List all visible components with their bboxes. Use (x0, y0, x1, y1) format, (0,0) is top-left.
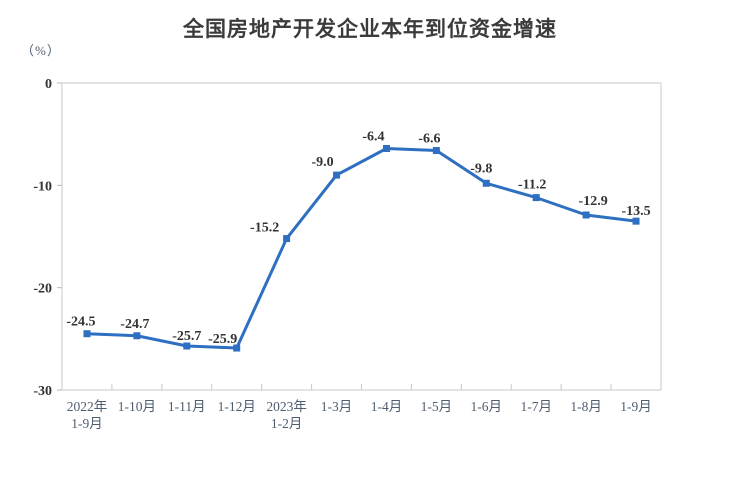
data-point-marker (432, 147, 440, 155)
data-point-label: -25.9 (208, 332, 237, 347)
data-point-marker (83, 330, 91, 338)
data-point-label: -11.2 (518, 178, 546, 193)
data-point-label: -9.8 (470, 161, 492, 176)
data-point-label: -15.2 (250, 221, 279, 236)
y-tick-label: -30 (33, 384, 52, 399)
x-axis-label: 1-2月 (271, 416, 303, 431)
data-point-label: -24.5 (66, 315, 95, 330)
data-point-marker (283, 235, 291, 243)
x-axis-label: 1-5月 (421, 399, 453, 414)
data-point-marker (632, 217, 640, 225)
x-axis-label: 1-8月 (570, 399, 602, 414)
y-tick-label: 0 (45, 77, 52, 92)
x-axis-label: 1-9月 (71, 416, 103, 431)
x-axis-label: 1-10月 (118, 399, 156, 414)
x-axis-label: 1-12月 (218, 399, 256, 414)
data-point-label: -6.6 (418, 132, 440, 147)
x-axis-label: 1-9月 (620, 399, 652, 414)
x-axis-label: 1-6月 (471, 399, 503, 414)
x-axis-label: 1-3月 (321, 399, 353, 414)
data-point-label: -6.4 (362, 129, 384, 144)
x-axis-label: 2023年 (266, 399, 307, 414)
data-point-marker (183, 342, 191, 350)
data-point-marker (482, 179, 490, 187)
chart-title: 全国房地产开发企业本年到位资金增速 (183, 18, 557, 41)
data-point-marker (532, 194, 540, 202)
data-point-label: -13.5 (621, 204, 650, 219)
x-axis-label: 1-7月 (520, 399, 552, 414)
data-point-marker (333, 171, 341, 179)
data-point-label: -12.9 (579, 194, 608, 209)
data-point-label: -25.7 (172, 329, 201, 344)
data-point-label: -24.7 (120, 317, 149, 332)
data-point-marker (233, 344, 241, 352)
data-line (85, 146, 638, 350)
x-axis-label: 1-4月 (371, 399, 403, 414)
data-point-marker (582, 211, 590, 219)
x-axis-label: 1-11月 (168, 399, 206, 414)
y-tick-label: -10 (33, 179, 52, 194)
y-tick-label: -20 (33, 282, 52, 297)
data-point-marker (133, 332, 141, 340)
data-point-marker (382, 144, 390, 152)
x-axis-label: 2022年 (67, 399, 108, 414)
data-point-label: -9.0 (311, 155, 333, 170)
y-axis-unit-label: （%） (21, 43, 61, 58)
